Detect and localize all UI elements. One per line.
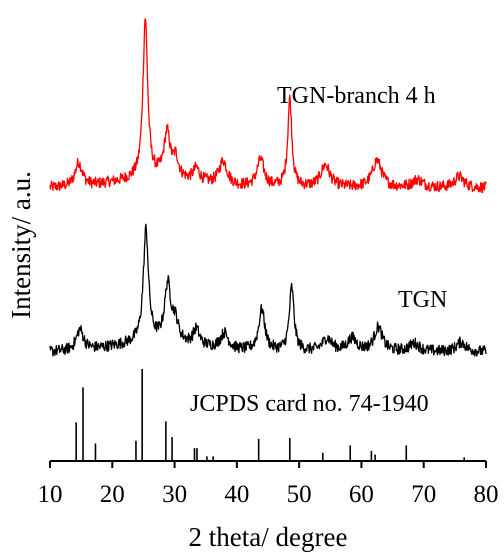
series-label-jcpds: JCPDS card no. 74-1940 — [190, 391, 429, 417]
x-tick-label: 70 — [411, 481, 436, 508]
x-tick-label: 10 — [38, 481, 63, 508]
series-line-tgn — [49, 223, 487, 357]
axes: 10 20 30 40 50 60 70 80 — [38, 460, 499, 508]
x-tick-label: 40 — [224, 481, 249, 508]
x-tick-label: 30 — [162, 481, 187, 508]
reference-pattern — [75, 369, 466, 461]
plot-area — [49, 18, 487, 461]
y-axis-label: Intensity/ a.u. — [6, 171, 36, 319]
series-line-tgn-branch-4h — [49, 18, 487, 194]
x-tick-label: 50 — [287, 481, 312, 508]
series-label-tgn: TGN — [398, 287, 447, 313]
x-tick-label: 60 — [349, 481, 374, 508]
series-label-tgn-branch: TGN-branch 4 h — [277, 83, 436, 109]
x-tick-label: 80 — [474, 481, 499, 508]
x-tick-label: 20 — [100, 481, 125, 508]
x-axis-ticks: 10 20 30 40 50 60 70 80 — [38, 461, 499, 508]
x-axis-label: 2 theta/ degree — [189, 522, 348, 552]
series-group — [49, 18, 487, 357]
